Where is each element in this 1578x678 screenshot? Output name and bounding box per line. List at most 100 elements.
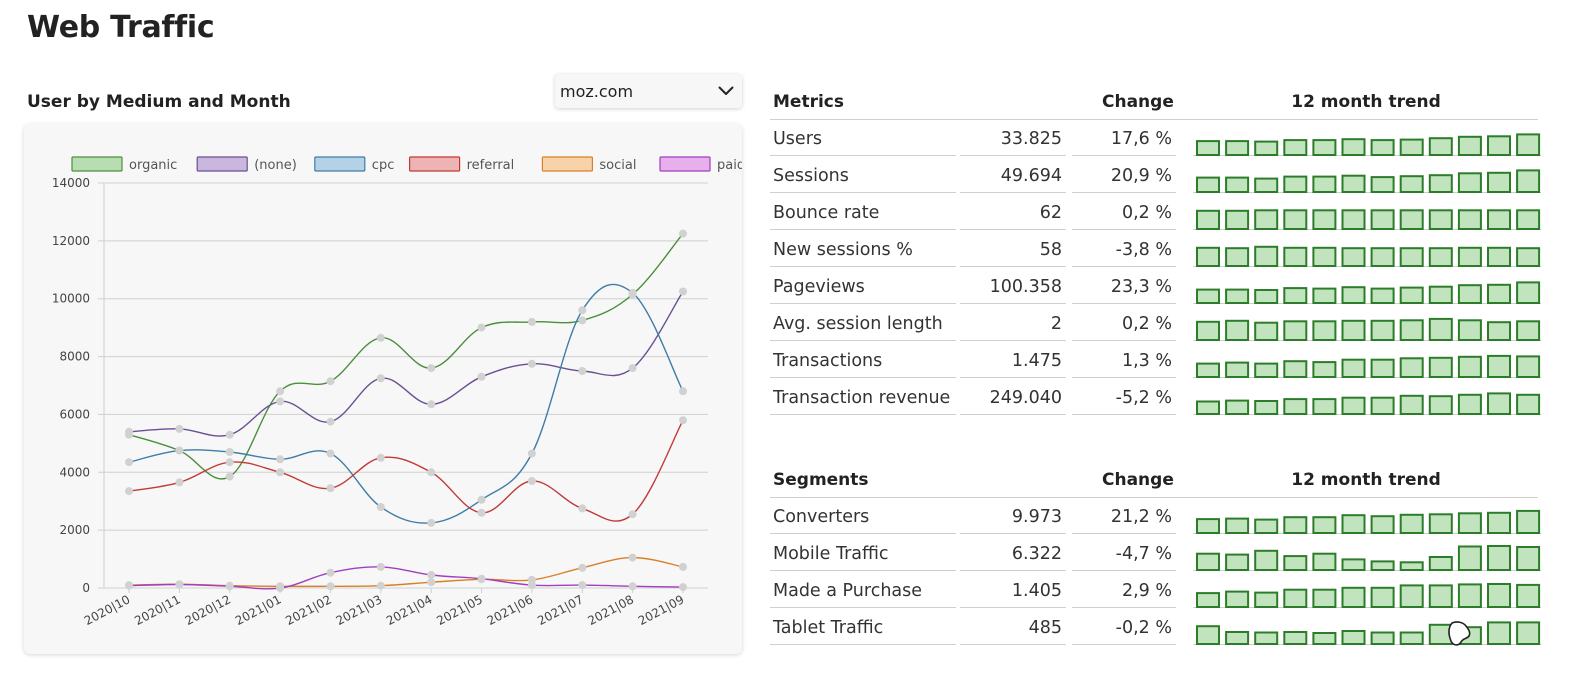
legend-label: paid (717, 158, 742, 173)
trend-bar (1254, 321, 1279, 341)
trend-bar (1254, 518, 1279, 534)
trend-bar (1428, 556, 1453, 571)
trend-bar (1283, 139, 1308, 156)
trend-bar (1225, 590, 1250, 608)
trend-bar (1341, 138, 1366, 156)
data-point (527, 581, 536, 590)
trend-bar (1196, 552, 1220, 571)
y-tick-label: 6000 (59, 407, 90, 421)
trend-bar (1196, 518, 1220, 534)
data-point (276, 387, 285, 396)
data-point (376, 581, 385, 590)
row-label: New sessions % (770, 231, 956, 267)
data-point (225, 458, 234, 467)
trend-bar (1312, 246, 1337, 267)
trend-bar (1312, 320, 1337, 341)
trend-bar (1254, 245, 1279, 267)
table-row: Transactions 1.475 1,3 % (770, 342, 1541, 379)
data-point (477, 323, 486, 332)
data-point (578, 306, 587, 315)
trend-bar (1516, 546, 1541, 571)
trend-bar (1254, 400, 1279, 415)
trend-bar (1487, 545, 1511, 571)
data-point (225, 430, 234, 439)
trend-bar (1457, 209, 1482, 230)
segments-rows: Converters 9.973 21,2 % Mobile Traffic 6.322… (770, 498, 1541, 646)
trend-bar (1428, 247, 1453, 267)
x-tick-label: 2020|11 (132, 592, 183, 628)
x-tick-label: 2021|05 (434, 592, 485, 628)
legend-swatch (71, 156, 123, 172)
trend-bar (1370, 586, 1395, 608)
data-point (376, 453, 385, 462)
data-point (125, 487, 133, 496)
table-row: Users 33.825 17,6 % (770, 120, 1541, 157)
row-change: -0,2 % (1072, 609, 1176, 645)
series-line-social (128, 556, 684, 588)
trend-bar (1516, 621, 1541, 645)
table-row: Bounce rate 62 0,2 % (770, 194, 1541, 231)
trend-bar (1225, 399, 1250, 415)
trend-bar (1196, 320, 1220, 341)
row-change: 1,3 % (1072, 342, 1176, 378)
data-point (628, 510, 637, 519)
trend-bar (1487, 135, 1511, 156)
legend-label: social (599, 158, 636, 173)
data-point (427, 364, 436, 373)
trend-bar (1312, 175, 1337, 193)
trend-bar (1487, 283, 1511, 304)
row-trend (1193, 535, 1541, 571)
trend-bar (1370, 319, 1395, 341)
row-label: Tablet Traffic (770, 609, 956, 645)
trend-bar (1341, 174, 1366, 193)
row-label: Made a Purchase (770, 572, 956, 608)
trend-bar (1399, 561, 1424, 571)
data-point (276, 584, 285, 592)
trend-bar (1370, 176, 1395, 193)
trend-sparkbar (1196, 621, 1541, 645)
trend-bar (1254, 209, 1279, 230)
data-point (679, 583, 687, 592)
trend-bar (1283, 516, 1308, 534)
data-point (276, 455, 285, 464)
legend-swatch (196, 156, 248, 172)
row-change: -5,2 % (1072, 379, 1176, 415)
data-point (326, 568, 335, 577)
trend-bar (1196, 140, 1220, 156)
trend-bar (1370, 560, 1395, 571)
row-value: 1.475 (960, 342, 1066, 378)
data-point (326, 417, 335, 426)
row-trend (1193, 231, 1541, 267)
data-point (628, 288, 637, 297)
row-change: 23,3 % (1072, 268, 1176, 304)
row-change: 2,9 % (1072, 572, 1176, 608)
trend-bar (1341, 319, 1366, 341)
trend-bar (1399, 584, 1424, 608)
trend-bar (1254, 177, 1279, 193)
trend-bar (1428, 395, 1453, 415)
trend-bar (1283, 246, 1308, 267)
trend-bar (1516, 509, 1541, 534)
trend-bar (1341, 358, 1366, 378)
data-point (679, 416, 687, 425)
trend-bar (1457, 355, 1482, 378)
trend-bar (1225, 140, 1250, 156)
row-value: 2 (960, 305, 1066, 341)
row-label: Bounce rate (770, 194, 956, 230)
trend-sparkbar (1196, 281, 1541, 304)
row-trend (1193, 268, 1541, 304)
trend-bar (1225, 361, 1250, 378)
data-point (326, 449, 335, 458)
trend-bar (1225, 553, 1250, 571)
table-row: Sessions 49.694 20,9 % (770, 157, 1541, 194)
data-point (376, 503, 385, 511)
trend-bar (1487, 354, 1511, 378)
data-point (477, 508, 486, 517)
page-title: Web Traffic (27, 10, 215, 45)
trend-bar (1516, 247, 1541, 267)
trend-bar (1428, 317, 1453, 341)
site-selector-dropdown[interactable]: moz.com (555, 74, 742, 108)
trend-bar (1196, 246, 1220, 267)
data-point (326, 377, 335, 386)
row-label: Pageviews (770, 268, 956, 304)
